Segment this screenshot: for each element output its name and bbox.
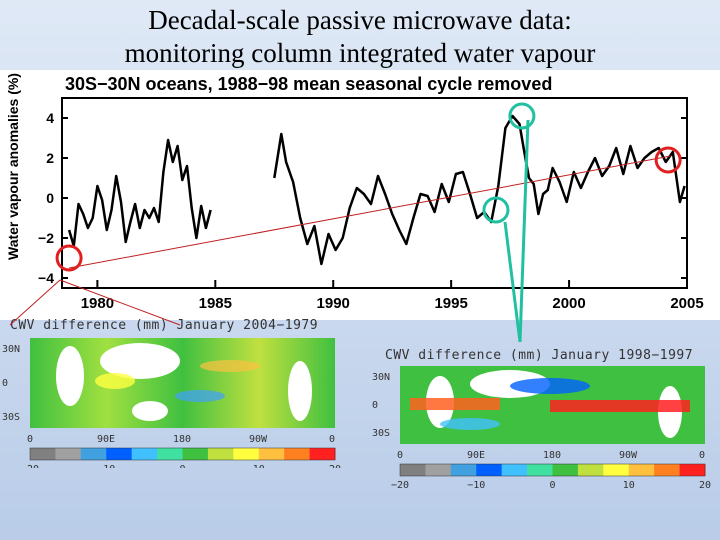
colorbar-segment [258,448,285,460]
timeseries-chart: 30S−30N oceans, 1988−98 mean seasonal cy… [0,70,720,320]
lon-label: 90E [467,450,485,461]
colorbar-segment [552,464,579,476]
lon-label: 0 [699,450,705,461]
lat-label: 0 [372,400,378,411]
x-tick-label: 1985 [199,295,232,312]
chart-title: 30S−30N oceans, 1988−98 mean seasonal cy… [65,74,552,94]
right-map-anomaly-red-west [410,398,500,410]
right-map-anomaly-cyan [440,418,500,430]
africa-landmass [56,346,84,406]
right-map-anomaly-red-east [550,400,690,412]
left-map: 30N 0 30S 0 90E 180 90W 0 −20 −10 0 10 20 [2,338,341,468]
title-line-2: monitoring column integrated water vapou… [124,38,596,68]
slide-title: Decadal-scale passive microwave data: mo… [0,4,720,70]
series-trend_line [69,155,671,269]
colorbar-segment [654,464,681,476]
x-tick-label: 1995 [434,295,467,312]
colorbar-frame [29,447,336,461]
colorbar-segment [182,448,209,460]
lon-label: 90W [249,434,268,445]
colorbar-label: 0 [549,480,555,491]
colorbar-segment [131,448,158,460]
left-colorbar: −20 −10 0 10 20 [21,447,341,468]
colorbar-segment [30,448,56,460]
colorbar-segment [106,448,133,460]
x-tick-label: 2005 [670,295,703,312]
australia-landmass [132,401,168,421]
colorbar-label: −20 [21,464,39,468]
lat-label: 30N [372,372,390,383]
lon-label: 90E [97,434,115,445]
y-tick-label: 0 [46,190,54,206]
y-tick-label: 4 [46,110,54,126]
colorbar-label: 0 [179,464,185,468]
lat-label: 0 [2,378,8,389]
colorbar-segment [501,464,528,476]
series-anomaly_1979_1984 [67,138,212,248]
right-map-anomaly-blue [510,378,590,394]
lon-label: 0 [329,434,335,445]
lon-label: 180 [543,450,561,461]
colorbar-segment [476,464,503,476]
green-circle-1997 [482,196,510,224]
lon-label: 0 [27,434,33,445]
y-tick-label: −4 [38,270,54,286]
lon-label: 0 [397,450,403,461]
colorbar-label: −10 [97,464,115,468]
colorbar-segment [80,448,107,460]
right-map-labels: 30N 0 30S 0 90E 180 90W 0 [372,372,705,461]
y-tick-label: 2 [46,150,54,166]
south-america-landmass [288,361,312,421]
colorbar-segment [207,448,234,460]
colorbar-segment [157,448,183,460]
colorbar-segment [55,448,82,460]
x-tick-label: 2000 [552,295,585,312]
colorbar-frame [399,463,706,477]
colorbar-segment [679,464,706,476]
lat-label: 30S [372,428,390,439]
colorbar-segment [603,464,630,476]
y-tick-label: −2 [38,230,54,246]
colorbar-segment [577,464,604,476]
left-map-anomaly-yellow [95,373,135,389]
plot-frame [61,97,688,289]
colorbar-segment [233,448,260,460]
left-map-anomaly-blue [175,390,225,402]
colorbar-segment [309,448,336,460]
colorbar-label: −10 [467,480,485,491]
left-map-anomaly-orange [200,360,260,372]
lon-label: 90W [619,450,638,461]
colorbar-label: −20 [391,480,409,491]
y-axis-label: Water vapour anomalies (%) [5,73,21,260]
x-tick-label: 1980 [81,295,114,312]
colorbar-label: 10 [253,464,265,468]
left-map-labels: 30N 0 30S 0 90E 180 90W 0 [2,344,335,445]
colorbar-label: 20 [699,480,711,491]
chart-background [0,70,720,320]
right-map-caption: CWV difference (mm) January 1998−1997 [385,348,694,363]
colorbar-segment [450,464,477,476]
asia-landmass [100,343,180,379]
colorbar-segment [400,464,426,476]
lat-label: 30N [2,344,20,355]
left-map-caption: CWV difference (mm) January 2004−1979 [10,318,319,333]
lon-label: 180 [173,434,191,445]
x-tick-label: 1990 [317,295,350,312]
right-colorbar: −20 −10 0 10 20 [391,463,711,491]
colorbar-label: 20 [329,464,341,468]
colorbar-segment [527,464,553,476]
colorbar-segment [628,464,655,476]
colorbar-segment [284,448,311,460]
title-line-1: Decadal-scale passive microwave data: [148,5,572,35]
colorbar-segment [425,464,452,476]
red-circle-2004 [654,146,682,174]
lat-label: 30S [2,412,20,423]
right-map: 30N 0 30S 0 90E 180 90W 0 −20 −10 0 10 20 [372,366,711,491]
colorbar-label: 10 [623,480,635,491]
red-circle-1979 [55,244,83,272]
